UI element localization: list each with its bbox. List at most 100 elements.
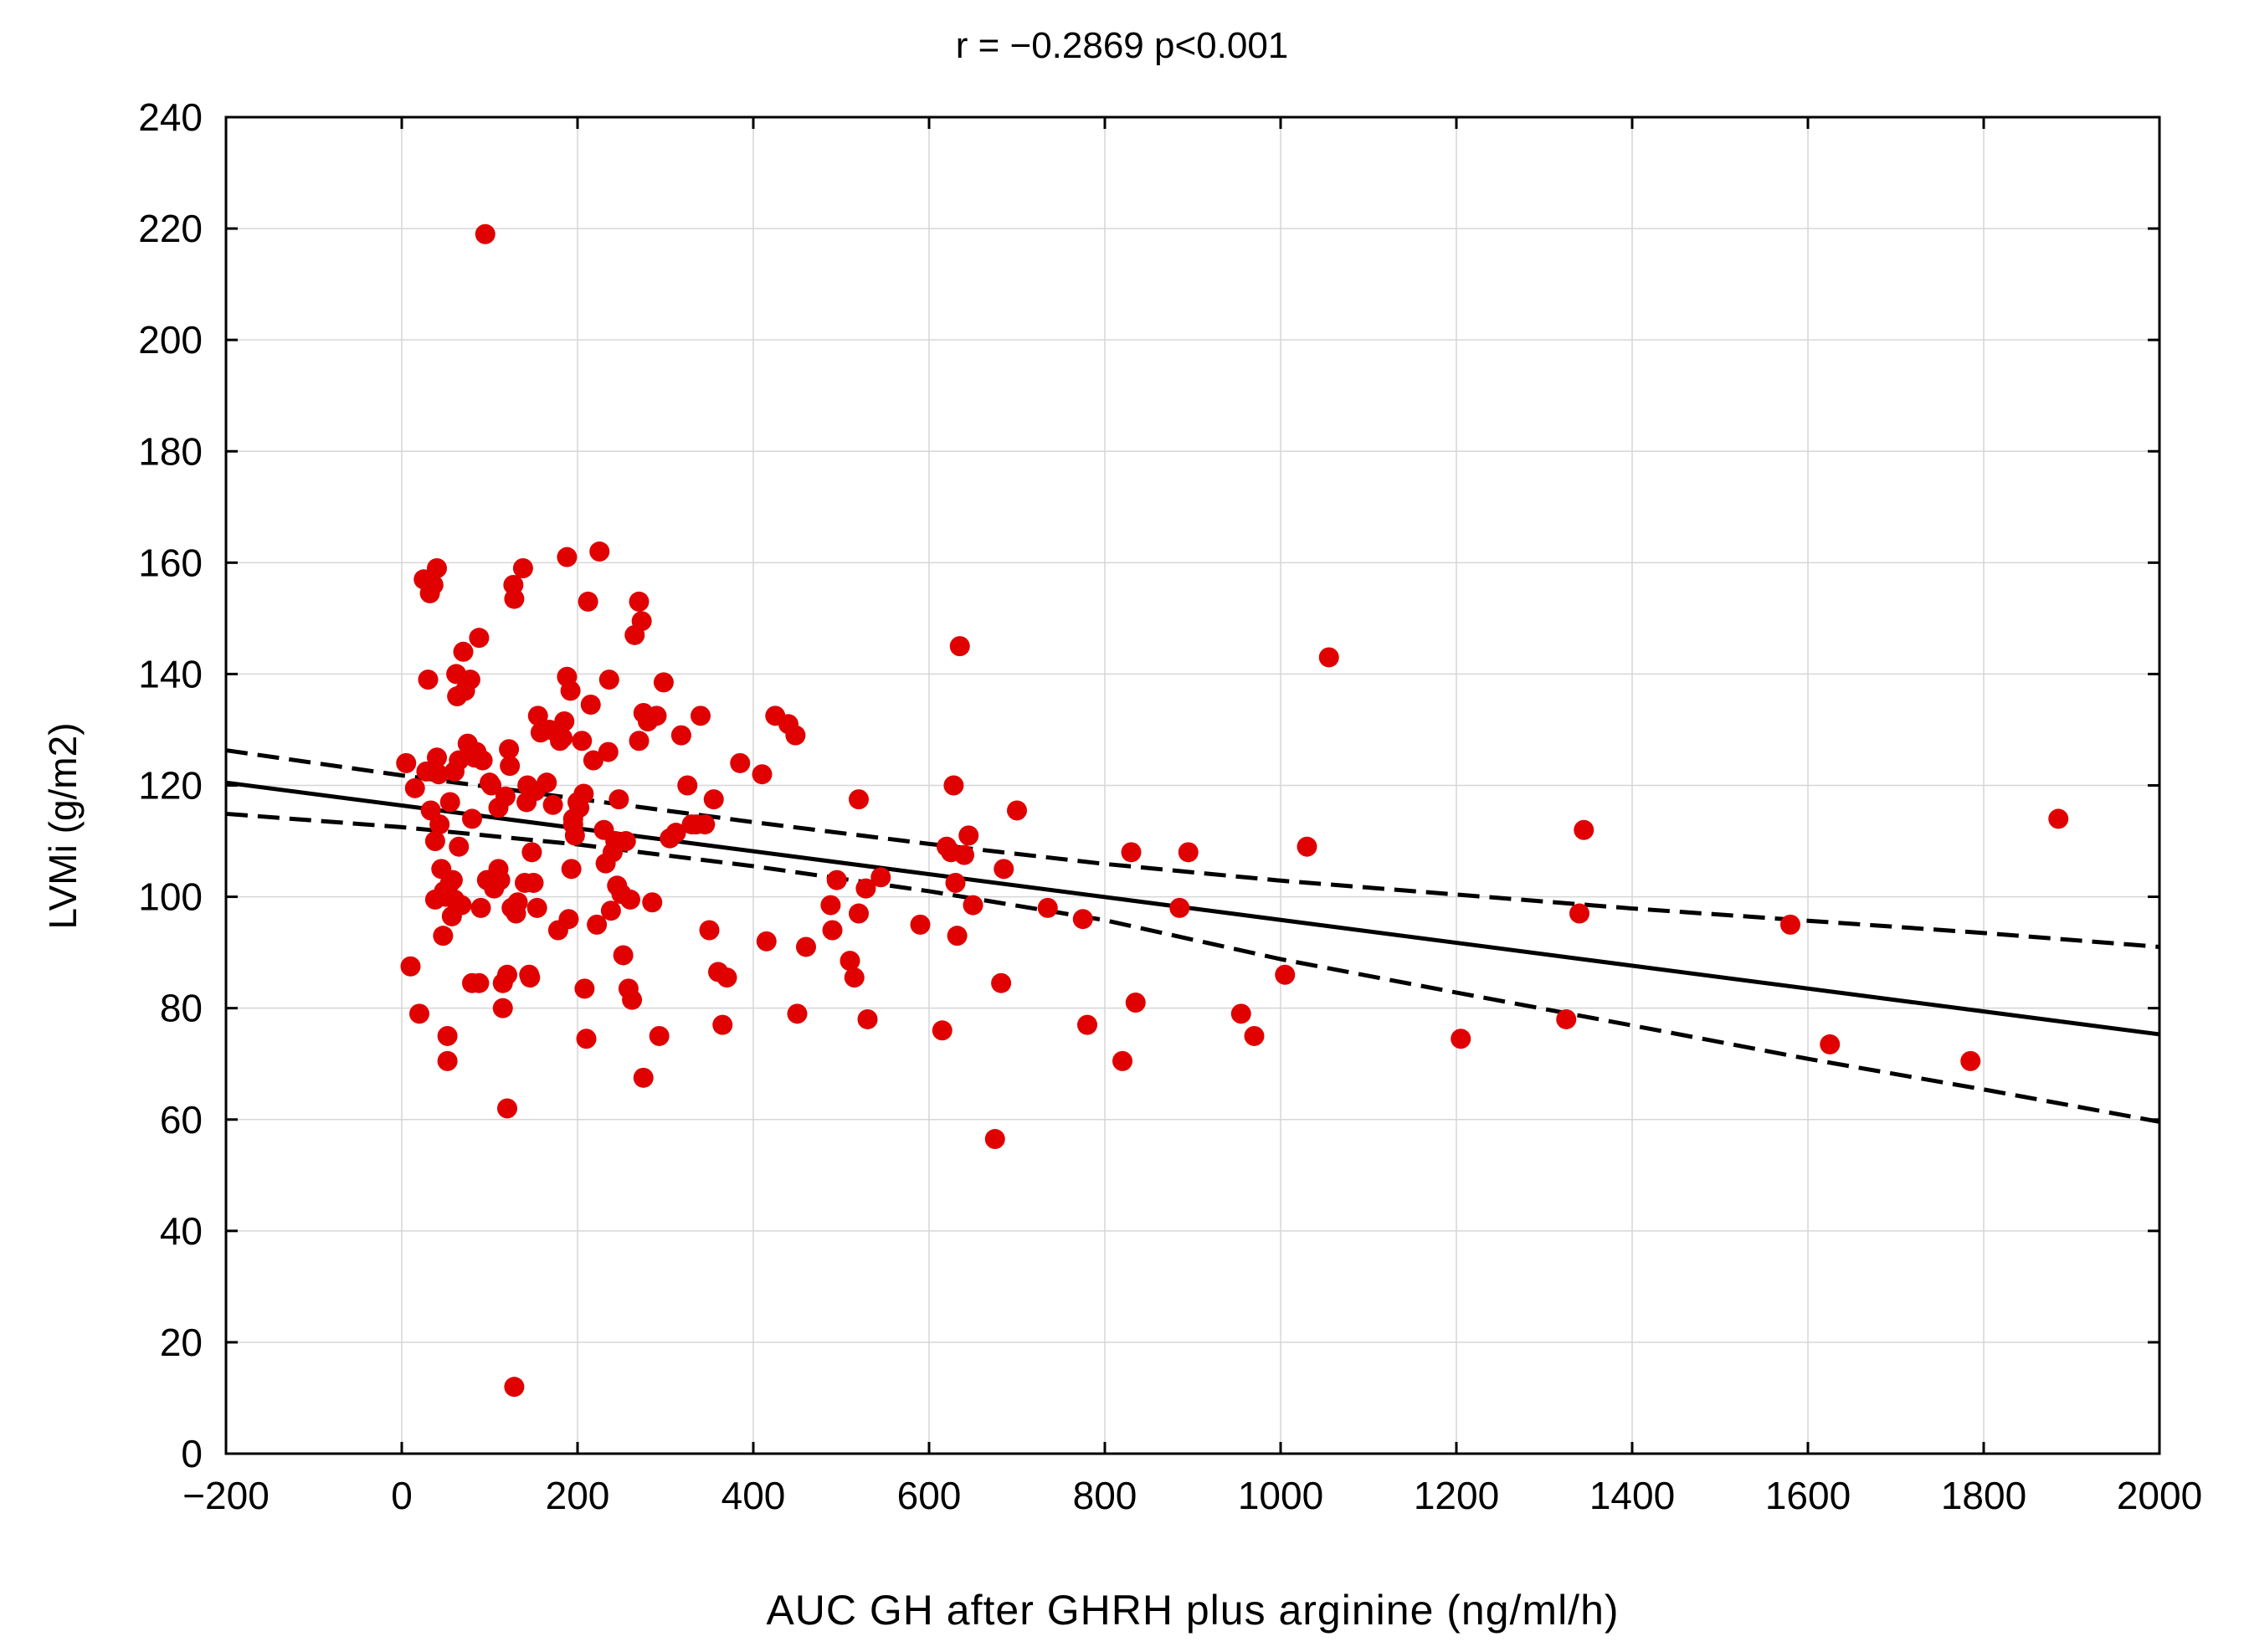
data-point [521, 842, 542, 863]
data-point [631, 611, 652, 632]
data-point [653, 672, 674, 693]
data-point [537, 772, 557, 793]
data-point [462, 808, 482, 829]
data-point [855, 878, 876, 899]
data-point [424, 831, 445, 852]
data-point [523, 872, 544, 893]
regression-line [225, 780, 2160, 1037]
data-point [574, 978, 595, 999]
data-point [472, 750, 493, 771]
data-point [826, 870, 847, 890]
data-point [475, 223, 496, 244]
data-point [418, 670, 439, 690]
x-tick-label: 400 [721, 1474, 786, 1517]
data-point [1244, 1025, 1265, 1046]
data-point [1569, 903, 1589, 924]
data-point [703, 789, 724, 810]
data-point [945, 872, 966, 893]
data-point [994, 859, 1014, 880]
data-point [481, 775, 502, 796]
data-point [958, 825, 979, 846]
data-point [1780, 914, 1800, 935]
x-tick-label: 600 [897, 1474, 962, 1517]
data-point [583, 750, 603, 771]
data-point [1230, 1003, 1251, 1024]
confidence-band-upper [225, 748, 2160, 949]
data-point [820, 895, 841, 916]
data-point [752, 764, 773, 785]
data-point [1178, 842, 1199, 863]
data-point [580, 695, 601, 716]
data-point [870, 867, 891, 888]
data-point [433, 926, 454, 947]
y-tick-label: 80 [160, 987, 203, 1030]
data-point [949, 636, 970, 657]
data-point [730, 752, 751, 773]
data-point [500, 756, 521, 777]
data-point [615, 831, 636, 852]
data-point [526, 897, 547, 918]
data-point [600, 900, 621, 921]
axis-ticks: −200 0 200 400 600 800 1000 1200 1400 1600 1800 200… [138, 95, 2202, 1517]
data-point [984, 1129, 1005, 1150]
data-point [691, 705, 711, 726]
data-point [598, 670, 619, 690]
data-point [429, 764, 449, 785]
data-point [756, 931, 777, 952]
data-point [423, 574, 444, 595]
x-tick-label: 0 [391, 1474, 413, 1517]
data-point [598, 741, 619, 762]
x-tick-label: 1600 [1765, 1474, 1851, 1517]
data-point [1318, 647, 1339, 668]
y-tick-label: 40 [160, 1209, 203, 1253]
data-point [620, 889, 640, 910]
data-point [932, 1020, 953, 1041]
x-axis-label: AUC GH after GHRH plus arginine (ng/ml/h… [766, 1587, 1620, 1634]
data-point [670, 725, 691, 746]
data-point [561, 859, 582, 880]
data-point [1121, 842, 1142, 863]
data-point [499, 739, 520, 760]
data-point [840, 951, 860, 972]
x-tick-label: 1800 [1941, 1474, 2026, 1517]
data-point [1820, 1034, 1841, 1054]
grid-lines [226, 117, 2159, 1454]
data-point [442, 870, 463, 890]
x-tick-label: 200 [546, 1474, 610, 1517]
data-point [954, 844, 974, 865]
data-point [437, 1025, 458, 1046]
data-point [943, 775, 964, 796]
data-point [453, 641, 474, 662]
data-point [1451, 1029, 1471, 1049]
data-point [1072, 909, 1093, 930]
data-point [497, 964, 517, 985]
data-point [712, 1014, 733, 1035]
data-point [649, 1025, 670, 1046]
data-point [796, 936, 816, 957]
data-point [470, 897, 491, 918]
data-point [849, 789, 869, 810]
data-point [554, 711, 575, 731]
data-point [469, 628, 490, 649]
y-tick-label: 20 [160, 1321, 203, 1364]
data-point [613, 945, 634, 966]
data-point [1125, 993, 1146, 1013]
data-point [409, 1003, 429, 1024]
y-tick-label: 140 [138, 652, 203, 695]
data-point [437, 1050, 458, 1071]
data-point [991, 972, 1012, 993]
confidence-band [225, 748, 2160, 1124]
y-tick-label: 0 [181, 1432, 203, 1475]
data-point [622, 989, 643, 1010]
data-point [629, 591, 650, 612]
data-point [822, 920, 843, 941]
data-point [646, 705, 667, 726]
data-point [1275, 964, 1296, 985]
data-point [699, 920, 720, 941]
data-point [495, 786, 516, 807]
y-tick-label: 220 [138, 207, 203, 250]
data-point [504, 1377, 525, 1398]
x-tick-label: 2000 [2117, 1474, 2202, 1517]
y-tick-label: 120 [138, 764, 203, 808]
